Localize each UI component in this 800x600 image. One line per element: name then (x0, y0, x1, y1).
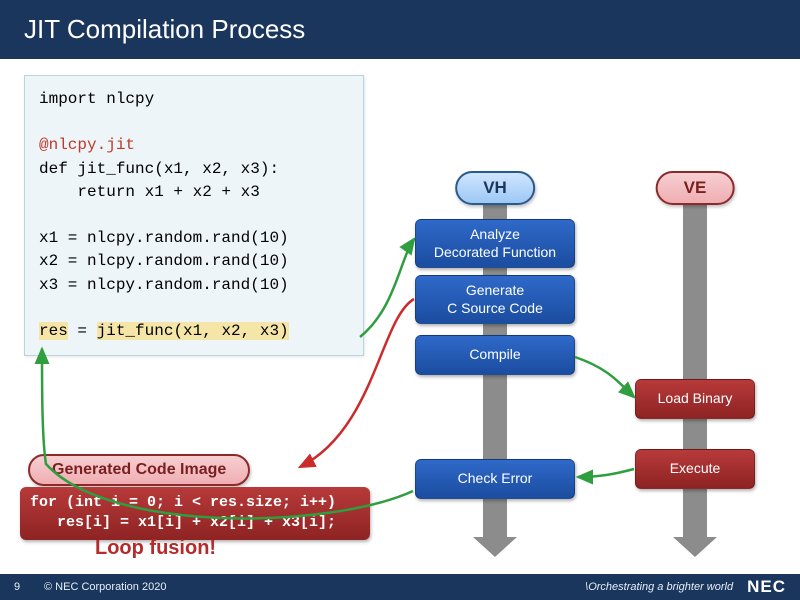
ve-pill: VE (656, 171, 735, 205)
slide-title: JIT Compilation Process (0, 0, 800, 59)
page-number: 9 (14, 581, 44, 593)
box-analyze: Analyze Decorated Function (415, 219, 575, 268)
code-decorator: @nlcpy.jit (39, 134, 349, 157)
code-line: x3 = nlcpy.random.rand(10) (39, 274, 349, 297)
ve-column: VE Load Binary Execute (625, 59, 765, 559)
loop-fusion-label: Loop fusion! (95, 537, 216, 560)
box-load: Load Binary (635, 379, 755, 419)
box-compile: Compile (415, 335, 575, 375)
generated-code-box: for (int i = 0; i < res.size; i++) res[i… (20, 487, 370, 540)
slide-body: import nlcpy @nlcpy.jit def jit_func(x1,… (0, 59, 800, 564)
code-line: x2 = nlcpy.random.rand(10) (39, 250, 349, 273)
code-call-line: res = jit_func(x1, x2, x3) (39, 320, 349, 343)
vh-column: VH Analyze Decorated Function Generate C… (405, 59, 585, 559)
gen-line: for (int i = 0; i < res.size; i++) (30, 493, 360, 513)
code-res-highlight: res (39, 322, 68, 340)
code-line: return x1 + x2 + x3 (39, 181, 349, 204)
box-generate: Generate C Source Code (415, 275, 575, 324)
code-line: def jit_func(x1, x2, x3): (39, 158, 349, 181)
box-check: Check Error (415, 459, 575, 499)
gen-line: res[i] = x1[i] + x2[i] + x3[i]; (30, 513, 360, 533)
vh-pill: VH (455, 171, 535, 205)
code-line: import nlcpy (39, 88, 349, 111)
code-line: x1 = nlcpy.random.rand(10) (39, 227, 349, 250)
code-sample: import nlcpy @nlcpy.jit def jit_func(x1,… (24, 75, 364, 356)
box-execute: Execute (635, 449, 755, 489)
nec-logo: NEC (747, 577, 786, 597)
code-call-highlight: jit_func(x1, x2, x3) (97, 322, 289, 340)
generated-code-pill: Generated Code Image (28, 454, 250, 486)
slide-footer: 9 © NEC Corporation 2020 \Orchestrating … (0, 574, 800, 600)
ve-spine-arrow (683, 204, 707, 539)
tagline: \Orchestrating a brighter world (585, 581, 733, 593)
copyright: © NEC Corporation 2020 (44, 581, 166, 593)
